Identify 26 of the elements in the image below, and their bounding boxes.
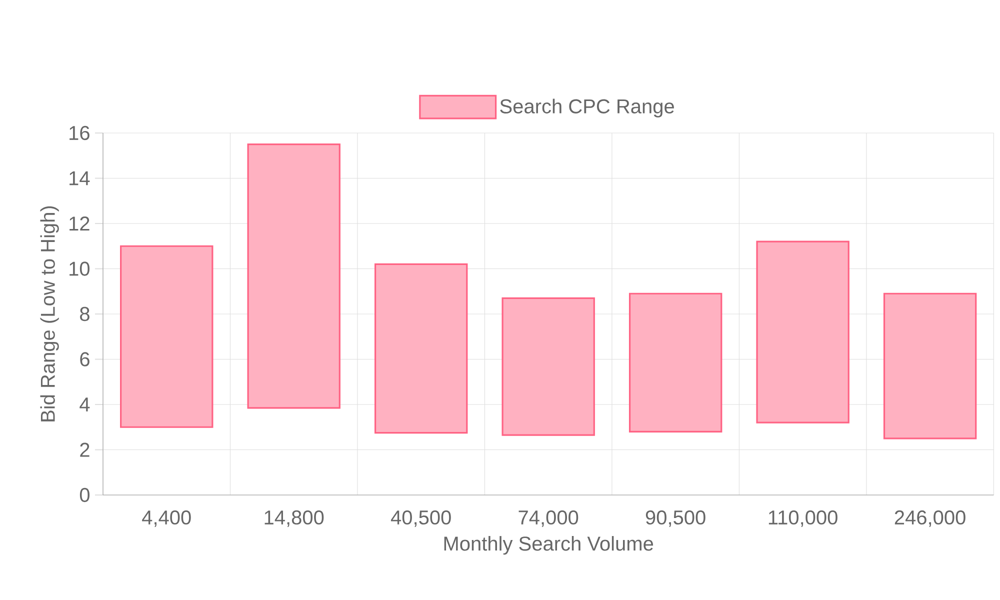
y-tick-label: 8	[80, 306, 90, 322]
y-tick-label: 2	[80, 442, 90, 457]
x-tick-label: 110,000	[768, 510, 838, 527]
legend-label: Search CPC Range	[500, 98, 674, 118]
y-tick-label: 4	[80, 398, 90, 412]
x-axis-title: Monthly Search Volume	[444, 536, 654, 555]
bar	[883, 292, 977, 440]
x-tick-label: 4,400	[142, 510, 191, 527]
bar	[247, 144, 340, 409]
y-tick-label: 12	[70, 216, 90, 230]
bar	[756, 240, 850, 424]
x-tick-label: 40,500	[390, 510, 451, 527]
bar	[120, 245, 214, 428]
y-tick-label: 16	[70, 126, 90, 140]
y-axis-title: Bid Range (Low to High)	[40, 206, 59, 422]
y-tick-label: 10	[70, 262, 90, 276]
y-tick-label: 0	[80, 488, 90, 502]
bar	[374, 263, 468, 434]
bar	[502, 297, 595, 436]
bar	[628, 292, 722, 432]
x-tick-label: 246,000	[894, 510, 966, 527]
y-tick-label: 14	[70, 171, 90, 186]
x-tick-label: 74,000	[518, 510, 578, 527]
x-tick-label: 14,800	[264, 510, 324, 527]
x-tick-label: 90,500	[646, 510, 706, 527]
y-tick-label: 6	[80, 352, 90, 366]
